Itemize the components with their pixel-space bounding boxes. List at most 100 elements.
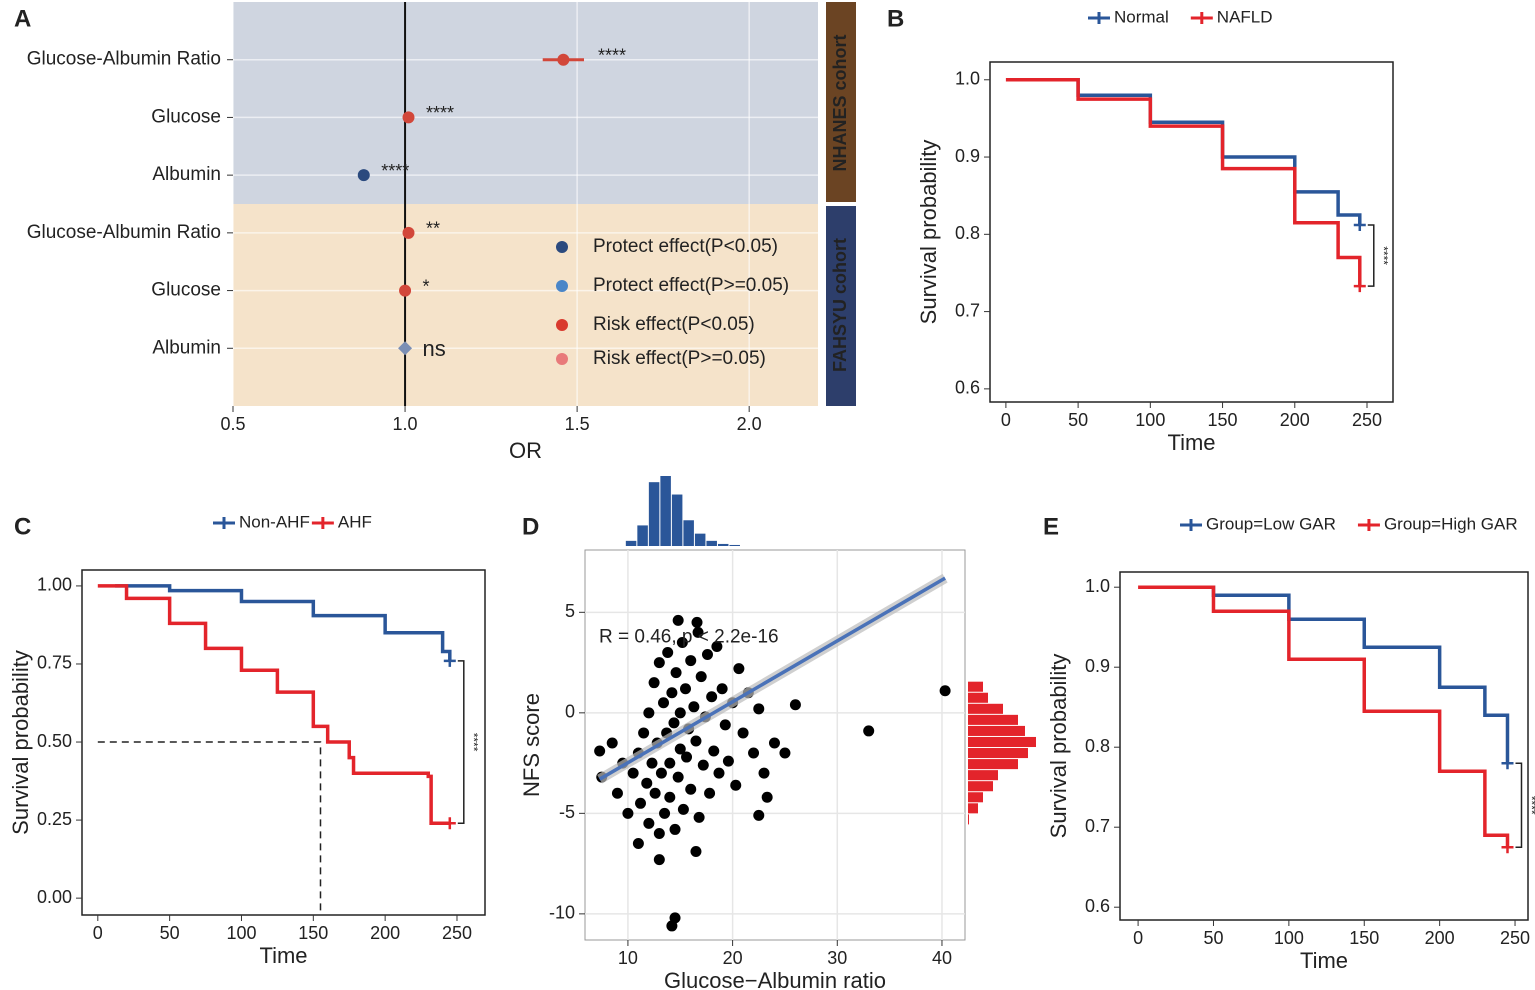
histogram-bar bbox=[968, 681, 983, 692]
point bbox=[704, 787, 716, 799]
y-tick-label: -5 bbox=[559, 802, 575, 822]
legend-label: NAFLD bbox=[1217, 7, 1273, 26]
point bbox=[779, 747, 791, 759]
y-axis-title: Survival probability bbox=[8, 650, 33, 835]
point bbox=[634, 797, 646, 809]
point bbox=[643, 817, 655, 829]
y-tick-label: 5 bbox=[565, 601, 575, 621]
x-tick-label: 40 bbox=[932, 948, 952, 968]
legend-marker bbox=[1190, 12, 1213, 24]
point bbox=[719, 719, 731, 731]
significance-bracket bbox=[1367, 224, 1375, 287]
histogram-bar bbox=[648, 482, 660, 546]
histogram-bar bbox=[968, 759, 1018, 770]
point bbox=[648, 677, 660, 689]
fit-line bbox=[598, 576, 946, 781]
point bbox=[679, 683, 691, 695]
row-label: Glucose-Albumin Ratio bbox=[27, 222, 221, 243]
point bbox=[693, 811, 705, 823]
survival-curve bbox=[115, 584, 452, 661]
point bbox=[557, 53, 570, 66]
point bbox=[722, 755, 734, 767]
survival-curve bbox=[1020, 78, 1362, 226]
x-tick-label: 200 bbox=[1280, 410, 1310, 430]
legend-label: Risk effect(P>=0.05) bbox=[593, 348, 766, 369]
x-tick-label: 30 bbox=[827, 948, 847, 968]
legend-label: Protect effect(P<0.05) bbox=[593, 236, 778, 257]
censor-mark bbox=[443, 654, 456, 667]
point bbox=[701, 649, 713, 661]
x-tick-label: 0 bbox=[1133, 928, 1143, 948]
point bbox=[753, 703, 765, 715]
y-tick-label: 0.50 bbox=[37, 731, 72, 751]
point bbox=[664, 791, 676, 803]
point bbox=[658, 697, 670, 709]
histogram-bar bbox=[683, 520, 694, 546]
y-tick-label: 0.25 bbox=[37, 809, 72, 829]
histogram-bar bbox=[660, 476, 671, 546]
row-label: Glucose-Albumin Ratio bbox=[27, 49, 221, 70]
significance-label: **** bbox=[381, 161, 409, 181]
point bbox=[768, 737, 780, 749]
point bbox=[748, 747, 760, 759]
point bbox=[594, 745, 606, 757]
annotation: R = 0.46, p < 2.2e-16 bbox=[599, 626, 779, 647]
x-tick-label: 0.5 bbox=[220, 414, 245, 434]
x-tick-label: 1.0 bbox=[393, 414, 418, 434]
point bbox=[716, 683, 728, 695]
point bbox=[730, 779, 742, 791]
legend-label: Group=High GAR bbox=[1384, 514, 1518, 533]
point bbox=[690, 846, 702, 858]
point bbox=[664, 757, 676, 769]
point bbox=[666, 687, 678, 699]
point bbox=[641, 777, 653, 789]
point bbox=[713, 767, 725, 779]
x-tick-label: 250 bbox=[1500, 928, 1530, 948]
legend-marker bbox=[556, 353, 568, 365]
point bbox=[646, 757, 658, 769]
point bbox=[627, 767, 639, 779]
point bbox=[398, 341, 413, 356]
histogram-bar bbox=[671, 494, 683, 546]
row-label: Albumin bbox=[152, 337, 221, 358]
point bbox=[606, 737, 618, 749]
point bbox=[669, 823, 681, 835]
censor-mark bbox=[1501, 841, 1514, 854]
survival-curve bbox=[97, 584, 450, 825]
x-tick-label: 100 bbox=[1274, 928, 1304, 948]
x-tick-label: 100 bbox=[226, 923, 256, 943]
point bbox=[789, 699, 801, 711]
legend-marker bbox=[1357, 519, 1380, 531]
survival-curve bbox=[1153, 585, 1510, 764]
point bbox=[688, 701, 700, 713]
y-tick-label: 0.8 bbox=[955, 223, 980, 243]
point bbox=[737, 727, 749, 739]
significance-label: **** bbox=[1524, 796, 1535, 815]
x-tick-label: 50 bbox=[1203, 928, 1223, 948]
legend-label: Risk effect(P<0.05) bbox=[593, 314, 755, 335]
point bbox=[632, 838, 644, 850]
legend-marker bbox=[556, 280, 568, 292]
histogram-bar bbox=[968, 736, 1036, 748]
point bbox=[677, 803, 689, 815]
histogram-bar bbox=[729, 544, 740, 546]
legend-label: Non-AHF bbox=[239, 512, 310, 531]
cohort-label: NHANES cohort bbox=[830, 34, 850, 171]
point bbox=[357, 169, 370, 182]
point bbox=[655, 767, 667, 779]
significance-label: **** bbox=[426, 103, 454, 123]
significance-label: **** bbox=[467, 733, 481, 752]
y-tick-label: 0.6 bbox=[955, 378, 980, 398]
point bbox=[672, 771, 684, 783]
point bbox=[672, 614, 684, 626]
histogram-bar bbox=[968, 803, 978, 814]
x-tick-label: 10 bbox=[618, 948, 638, 968]
histogram-bar bbox=[706, 540, 717, 546]
censor-mark bbox=[1501, 757, 1514, 770]
histogram-bar bbox=[637, 525, 648, 546]
x-tick-label: 0 bbox=[93, 923, 103, 943]
x-tick-label: 250 bbox=[1352, 410, 1382, 430]
x-tick-label: 20 bbox=[723, 948, 743, 968]
x-tick-label: 1.5 bbox=[565, 414, 590, 434]
